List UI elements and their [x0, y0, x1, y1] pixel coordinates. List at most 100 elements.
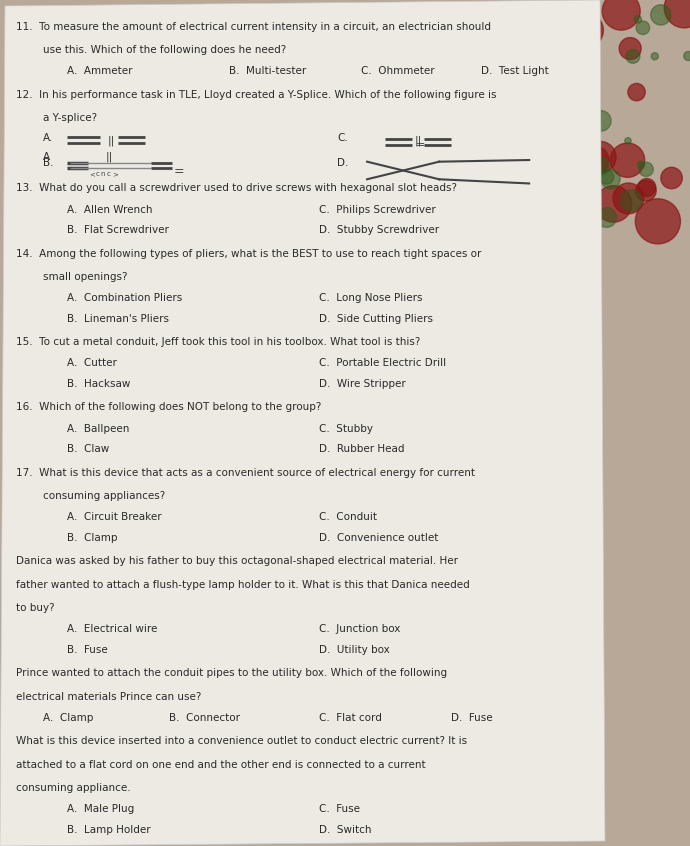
Text: 12.  In his performance task in TLE, Lloyd created a Y-Splice. Which of the foll: 12. In his performance task in TLE, Lloy…	[16, 90, 496, 100]
Text: C.  Fuse: C. Fuse	[319, 805, 360, 815]
Text: A.: A.	[43, 133, 53, 143]
Circle shape	[638, 161, 644, 168]
Text: electrical materials Prince can use?: electrical materials Prince can use?	[16, 692, 201, 702]
Circle shape	[638, 179, 656, 196]
Circle shape	[626, 49, 640, 63]
Text: consuming appliances?: consuming appliances?	[43, 492, 165, 501]
Text: C.: C.	[337, 133, 348, 143]
Text: 14.  Among the following types of pliers, what is the BEST to use to reach tight: 14. Among the following types of pliers,…	[16, 249, 482, 259]
Text: consuming appliance.: consuming appliance.	[16, 783, 130, 794]
Text: A.  Circuit Breaker: A. Circuit Breaker	[67, 512, 161, 522]
Text: D.  Wire Stripper: D. Wire Stripper	[319, 379, 406, 389]
Circle shape	[635, 180, 656, 201]
Text: =: =	[416, 140, 426, 150]
Text: 13.  What do you call a screwdriver used to drive screws with hexagonal slot hea: 13. What do you call a screwdriver used …	[16, 184, 457, 194]
Text: 16.  Which of the following does NOT belong to the group?: 16. Which of the following does NOT belo…	[16, 403, 322, 413]
Text: B.  Multi-tester: B. Multi-tester	[229, 66, 306, 76]
Text: A.  Ammeter: A. Ammeter	[67, 66, 132, 76]
Text: A.  Male Plug: A. Male Plug	[67, 805, 134, 815]
Text: 11.  To measure the amount of electrical current intensity in a circuit, an elec: 11. To measure the amount of electrical …	[16, 22, 491, 32]
Circle shape	[591, 157, 609, 175]
Text: C.  Ohmmeter: C. Ohmmeter	[361, 66, 435, 76]
Text: B.  Clamp: B. Clamp	[67, 533, 117, 543]
Circle shape	[611, 143, 644, 178]
Circle shape	[651, 52, 658, 60]
Text: What is this device inserted into a convenience outlet to conduct electric curre: What is this device inserted into a conv…	[16, 736, 467, 746]
Text: D.  Rubber Head: D. Rubber Head	[319, 444, 404, 454]
Text: use this. Which of the following does he need?: use this. Which of the following does he…	[43, 46, 286, 55]
Text: ||: ||	[106, 151, 113, 162]
Circle shape	[684, 52, 690, 61]
Text: attached to a flat cord on one end and the other end is connected to a current: attached to a flat cord on one end and t…	[16, 760, 426, 770]
Circle shape	[639, 162, 653, 177]
Text: A.  Combination Pliers: A. Combination Pliers	[67, 294, 182, 303]
Circle shape	[619, 37, 641, 59]
Circle shape	[572, 8, 595, 32]
Text: Prince wanted to attach the conduit pipes to the utility box. Which of the follo: Prince wanted to attach the conduit pipe…	[16, 668, 447, 678]
Circle shape	[569, 14, 604, 47]
Circle shape	[575, 45, 582, 52]
Text: B.  Claw: B. Claw	[67, 444, 109, 454]
Text: C.  Philips Screwdriver: C. Philips Screwdriver	[319, 205, 436, 215]
Text: B.: B.	[43, 158, 53, 168]
Circle shape	[552, 36, 569, 54]
Circle shape	[651, 5, 671, 25]
Circle shape	[595, 185, 632, 222]
Text: A.  Cutter: A. Cutter	[67, 359, 117, 368]
Text: B.  Lineman's Pliers: B. Lineman's Pliers	[67, 314, 169, 324]
Text: D.  Stubby Screwdriver: D. Stubby Screwdriver	[319, 225, 439, 235]
Circle shape	[580, 229, 591, 240]
Circle shape	[661, 168, 682, 189]
Circle shape	[620, 190, 642, 212]
Text: B.  Fuse: B. Fuse	[67, 645, 108, 655]
Text: D.  Side Cutting Pliers: D. Side Cutting Pliers	[319, 314, 433, 324]
Text: c: c	[106, 171, 110, 177]
Circle shape	[591, 111, 611, 131]
Text: A.  Allen Wrench: A. Allen Wrench	[67, 205, 152, 215]
Text: C.  Long Nose Pliers: C. Long Nose Pliers	[319, 294, 422, 303]
Text: to buy?: to buy?	[16, 603, 55, 613]
Circle shape	[613, 183, 644, 214]
Polygon shape	[0, 0, 605, 846]
Text: n: n	[101, 171, 105, 177]
Text: D.  Utility box: D. Utility box	[319, 645, 390, 655]
Circle shape	[566, 230, 582, 246]
Text: D.  Fuse: D. Fuse	[451, 713, 493, 723]
Text: A.  Electrical wire: A. Electrical wire	[67, 624, 157, 634]
Circle shape	[599, 169, 613, 184]
Text: small openings?: small openings?	[43, 272, 128, 282]
Text: 17.  What is this device that acts as a convenient source of electrical energy f: 17. What is this device that acts as a c…	[16, 468, 475, 478]
Text: C.  Flat cord: C. Flat cord	[319, 713, 382, 723]
Circle shape	[597, 207, 616, 228]
Circle shape	[624, 138, 631, 144]
Text: A.  Ballpeen: A. Ballpeen	[67, 424, 129, 434]
Text: c: c	[96, 171, 99, 177]
Text: <: <	[90, 171, 96, 177]
Text: ||: ||	[415, 135, 422, 146]
Text: D.  Convenience outlet: D. Convenience outlet	[319, 533, 438, 543]
Text: 15.  To cut a metal conduit, Jeff took this tool in his toolbox. What tool is th: 15. To cut a metal conduit, Jeff took th…	[16, 338, 420, 348]
Text: D.: D.	[337, 158, 348, 168]
Text: =: =	[174, 165, 184, 178]
Circle shape	[601, 169, 620, 189]
Circle shape	[634, 15, 642, 23]
Text: B.  Lamp Holder: B. Lamp Holder	[67, 825, 150, 835]
Circle shape	[628, 84, 645, 101]
Text: C.  Stubby: C. Stubby	[319, 424, 373, 434]
Circle shape	[636, 21, 650, 35]
Circle shape	[664, 0, 690, 28]
Circle shape	[584, 141, 616, 173]
Text: C.  Portable Electric Drill: C. Portable Electric Drill	[319, 359, 446, 368]
Text: father wanted to attach a flush-type lamp holder to it. What is this that Danica: father wanted to attach a flush-type lam…	[16, 580, 470, 590]
Circle shape	[635, 199, 680, 244]
Text: A: A	[43, 151, 50, 162]
Text: D.  Switch: D. Switch	[319, 825, 371, 835]
Text: B.  Flat Screwdriver: B. Flat Screwdriver	[67, 225, 169, 235]
Text: B.  Connector: B. Connector	[169, 713, 240, 723]
Text: A.  Clamp: A. Clamp	[43, 713, 93, 723]
Circle shape	[582, 146, 609, 173]
Text: ||: ||	[107, 135, 115, 146]
Text: Danica was asked by his father to buy this octagonal-shaped electrical material.: Danica was asked by his father to buy th…	[16, 557, 458, 566]
Text: C.  Conduit: C. Conduit	[319, 512, 377, 522]
Text: B.  Hacksaw: B. Hacksaw	[67, 379, 130, 389]
